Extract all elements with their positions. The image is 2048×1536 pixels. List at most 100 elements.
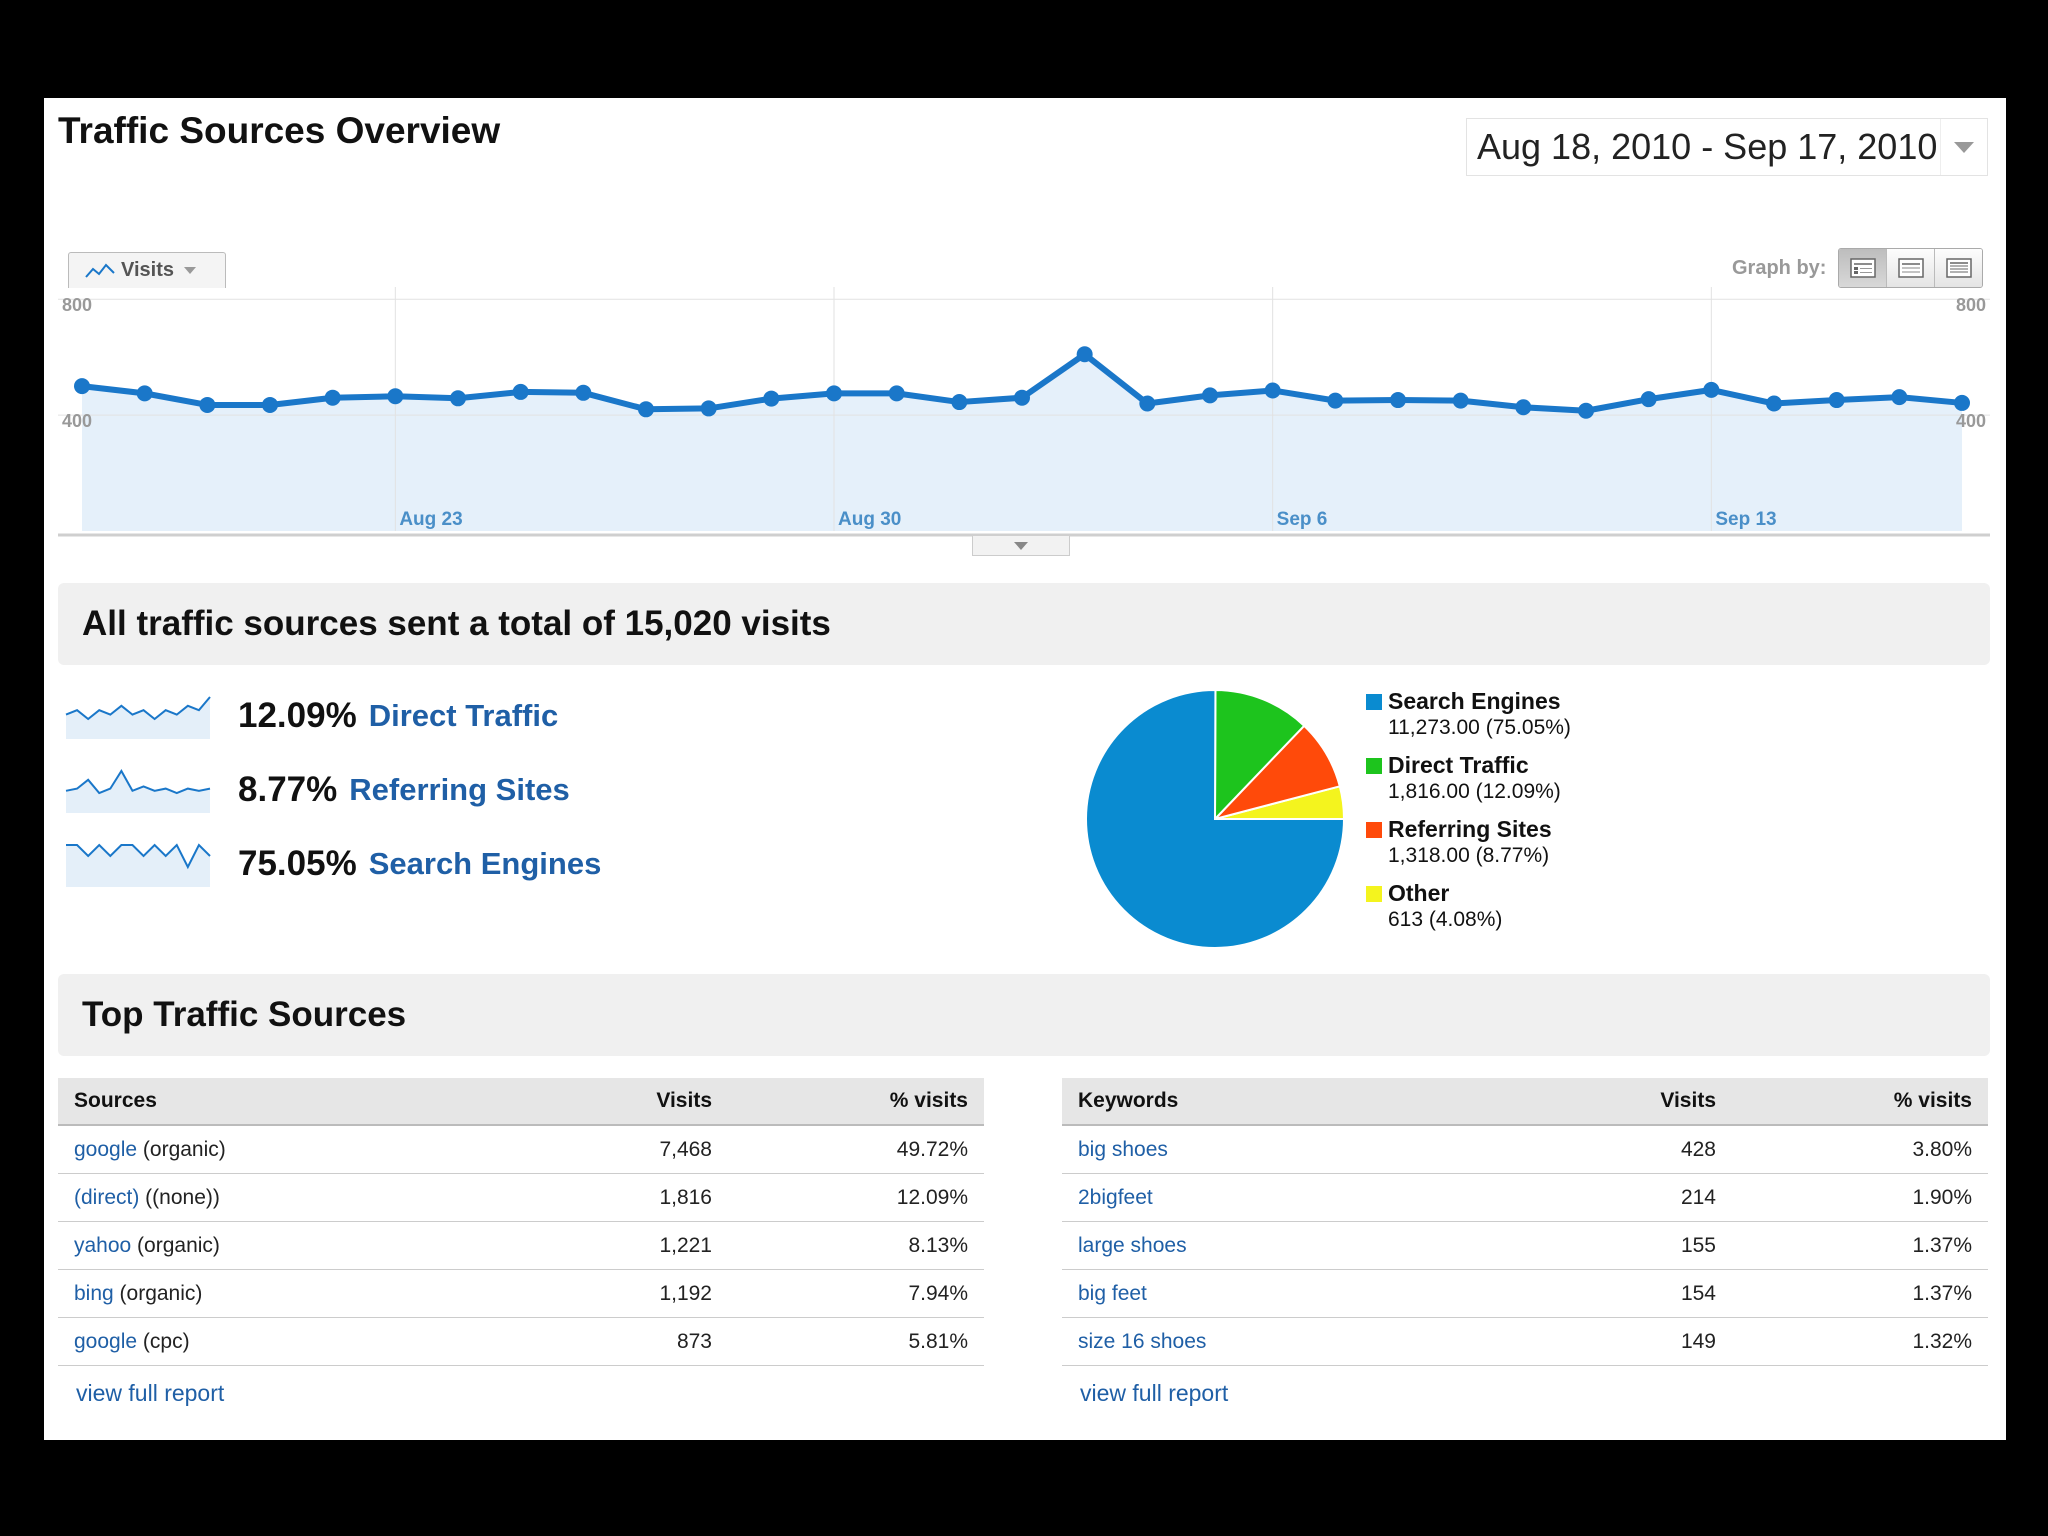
chevron-down-icon (184, 267, 196, 274)
source-link[interactable]: (direct) (74, 1185, 140, 1209)
legend-value: 613 (4.08%) (1388, 908, 1503, 931)
sparkline (66, 843, 211, 887)
sources-view-full-report-link[interactable]: view full report (76, 1380, 225, 1406)
graph-by-button-group (1838, 248, 1984, 288)
table-row: 2bigfeet 214 1.90% (1062, 1173, 1988, 1222)
calendar-week-icon (1898, 258, 1924, 278)
chevron-down-icon (1014, 541, 1028, 550)
source-cell: (direct) ((none)) (58, 1173, 498, 1222)
graph-by-week-button[interactable] (1886, 249, 1935, 287)
date-range-picker[interactable]: Aug 18, 2010 - Sep 17, 2010 (1466, 118, 1988, 176)
graph-by-month-button[interactable] (1934, 249, 1983, 287)
visits-point (1703, 381, 1720, 398)
visits-point (1891, 389, 1908, 406)
legend-swatch (1366, 886, 1382, 902)
keyword-link[interactable]: 2bigfeet (1078, 1185, 1153, 1209)
chevron-down-icon (1954, 141, 1974, 153)
sources-table: Sources Visits % visits google (organic)… (58, 1078, 984, 1366)
keyword-link[interactable]: large shoes (1078, 1233, 1187, 1257)
source-link-direct-traffic[interactable]: Direct Traffic (368, 698, 559, 733)
legend-value: 1,318.00 (8.77%) (1388, 844, 1550, 867)
table-row: size 16 shoes 149 1.32% (1062, 1317, 1988, 1366)
visits-point (1014, 389, 1030, 406)
visits-chart-svg: 800 800 400 400 Aug 23 Aug 30 Sep 6 Sep 13 (58, 287, 1990, 537)
percent-cell: 1.90% (1732, 1173, 1988, 1222)
source-link[interactable]: bing (74, 1281, 114, 1305)
column-header-visits[interactable]: Visits (498, 1078, 728, 1126)
source-medium: ((none)) (139, 1185, 220, 1209)
legend-swatch (1366, 694, 1382, 710)
table-row: big feet 154 1.37% (1062, 1269, 1988, 1318)
legend-swatch (1366, 822, 1382, 838)
source-link-search-engines[interactable]: Search Engines (368, 846, 602, 881)
keyword-link[interactable]: big shoes (1078, 1137, 1168, 1161)
sparkline-area (66, 697, 210, 739)
visits-cell: 428 (1502, 1125, 1732, 1174)
metric-selector[interactable]: Visits (68, 252, 226, 288)
column-header-visits[interactable]: Visits (1502, 1078, 1732, 1126)
pie-slice-direct-traffic (1213, 688, 1306, 822)
legend-label: Direct Traffic (1388, 752, 1529, 778)
visits-point (1076, 346, 1093, 363)
y-tick-label-left: 800 (62, 295, 92, 315)
percent-cell: 7.94% (728, 1269, 984, 1318)
graph-by-day-button[interactable] (1839, 249, 1887, 287)
y-tick-label-right: 400 (1956, 411, 1986, 431)
visits-cell: 1,192 (498, 1269, 728, 1318)
visits-point (826, 385, 842, 402)
source-link[interactable]: google (74, 1137, 138, 1161)
visits-point (1327, 392, 1344, 409)
keyword-link[interactable]: big feet (1078, 1281, 1147, 1305)
sparkline (65, 696, 211, 739)
legend-label: Other (1388, 880, 1450, 906)
table-row: google (cpc) 873 5.81% (58, 1317, 984, 1366)
visits-point (1766, 395, 1782, 412)
visits-point (1139, 395, 1156, 412)
keyword-link[interactable]: size 16 shoes (1078, 1329, 1207, 1353)
keywords-view-full-report-link[interactable]: view full report (1080, 1380, 1229, 1406)
chart-expand-handle[interactable] (972, 536, 1070, 556)
source-link[interactable]: yahoo (74, 1233, 132, 1257)
source-link-referring-sites[interactable]: Referring Sites (349, 772, 570, 807)
column-header-sources[interactable]: Sources (58, 1078, 498, 1126)
graph-by-controls: Graph by: (1732, 248, 1984, 288)
source-row-direct-traffic: 12.09% Direct Traffic (64, 693, 558, 739)
visits-point (262, 396, 278, 413)
visits-point (1954, 394, 1970, 411)
sparkline-line (65, 696, 211, 721)
source-row-referring-sites: 8.77% Referring Sites (64, 767, 570, 813)
visits-point (1202, 387, 1218, 404)
visits-point (1640, 391, 1657, 408)
visits-cell: 7,468 (498, 1125, 728, 1174)
visits-point (1828, 392, 1845, 409)
visits-point (1515, 399, 1532, 416)
source-cell: google (organic) (58, 1125, 498, 1174)
table-row: big shoes 428 3.80% (1062, 1125, 1988, 1174)
percent-cell: 8.13% (728, 1221, 984, 1270)
source-link[interactable]: google (74, 1329, 138, 1353)
date-range-text[interactable]: Aug 18, 2010 - Sep 17, 2010 (1477, 126, 1938, 167)
date-range-dropdown-button[interactable] (1940, 119, 1987, 175)
pie-slice-search-engines (1085, 689, 1346, 949)
table-row: bing (organic) 1,192 7.94% (58, 1269, 984, 1318)
percent-cell: 5.81% (728, 1317, 984, 1366)
percent-cell: 1.32% (1732, 1317, 1988, 1366)
visits-chart: 800 800 400 400 Aug 23 Aug 30 Sep 6 Sep 13 (58, 287, 1990, 557)
visits-point (700, 400, 717, 417)
keywords-table: Keywords Visits % visits big shoes 428 3… (1062, 1078, 1988, 1366)
line-chart-icon (85, 262, 115, 278)
legend-label: Search Engines (1388, 688, 1561, 714)
keyword-cell: big shoes (1062, 1125, 1502, 1174)
visits-cell: 873 (498, 1317, 728, 1366)
traffic-sources-panel: Traffic Sources Overview Aug 18, 2010 - … (44, 98, 2006, 1440)
source-percent: 75.05% (238, 844, 357, 883)
column-header-percent-visits[interactable]: % visits (1732, 1078, 1988, 1126)
table-row: (direct) ((none)) 1,816 12.09% (58, 1173, 984, 1222)
y-tick-label-left: 400 (62, 411, 92, 431)
visits-cell: 154 (1502, 1269, 1732, 1318)
sparkline-line (65, 769, 211, 795)
calendar-day-icon (1850, 258, 1876, 278)
column-header-percent-visits[interactable]: % visits (728, 1078, 984, 1126)
column-header-keywords[interactable]: Keywords (1062, 1078, 1502, 1126)
visits-area (82, 354, 1962, 531)
